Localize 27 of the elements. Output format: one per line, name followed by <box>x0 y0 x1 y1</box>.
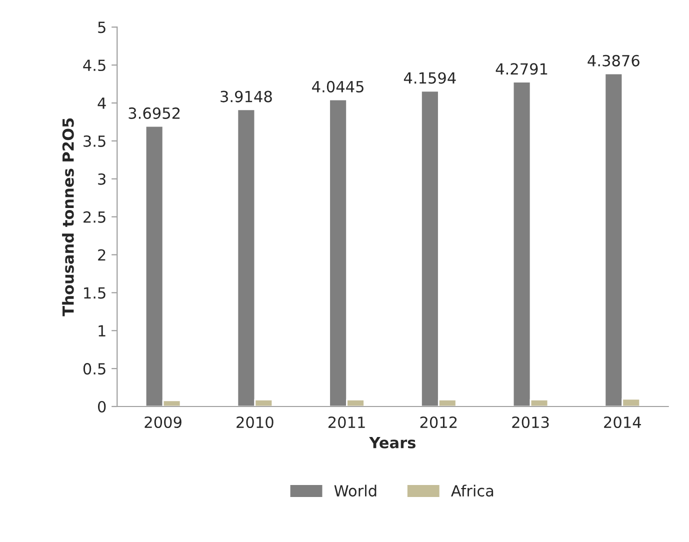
y-tick-label: 0 <box>98 400 106 413</box>
y-tick-label: 1 <box>98 325 106 336</box>
y-tick-label: 4.5 <box>83 60 106 72</box>
x-tick-label: 2013 <box>512 416 549 428</box>
y-tick-label: 3 <box>98 173 106 185</box>
legend-label: World <box>334 484 376 497</box>
data-label: 4.1594 <box>404 72 456 84</box>
x-tick-label: 2010 <box>236 416 274 428</box>
x-axis-title: Years <box>369 437 416 448</box>
x-tick-label: 2014 <box>604 416 641 428</box>
y-tick-label: 1.5 <box>84 287 106 299</box>
x-tick-label: 2011 <box>328 416 365 428</box>
y-tick-label: 0.5 <box>83 363 106 375</box>
y-axis-title: Thousand tonnes P2O5 <box>62 118 74 316</box>
data-label: 3.6952 <box>128 107 180 119</box>
y-tick-label: 2 <box>98 249 106 261</box>
x-tick-label: 2009 <box>144 416 182 428</box>
y-tick-label: 3.5 <box>84 135 106 147</box>
data-label: 4.3876 <box>588 54 640 66</box>
y-tick-label: 2.5 <box>84 211 106 223</box>
x-tick-label: 2012 <box>420 416 457 428</box>
data-label: 3.9148 <box>220 90 272 102</box>
data-label: 4.0445 <box>312 80 364 92</box>
y-tick-label: 5 <box>98 22 106 34</box>
legend-label: Africa <box>451 484 494 497</box>
data-label: 4.2791 <box>496 63 548 75</box>
y-tick-label: 4 <box>98 98 106 109</box>
